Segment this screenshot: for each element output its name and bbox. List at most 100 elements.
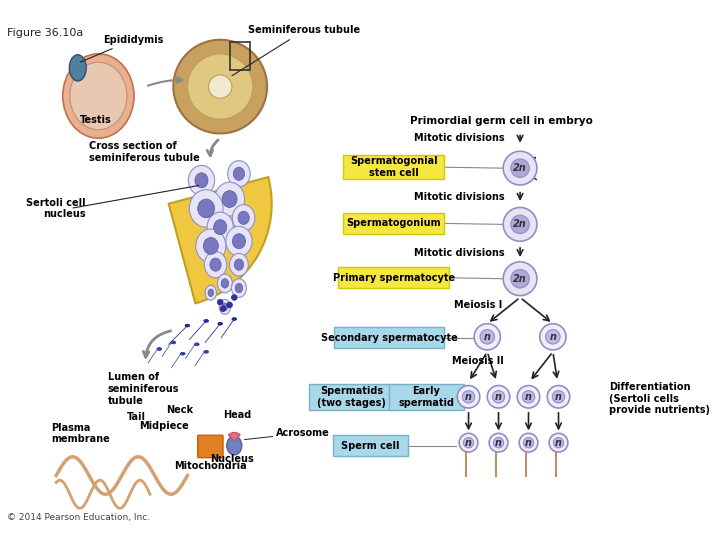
Text: Neck: Neck [166, 405, 194, 415]
Circle shape [209, 75, 232, 98]
Circle shape [492, 390, 505, 403]
Circle shape [503, 207, 537, 241]
Circle shape [174, 40, 267, 133]
Text: Head: Head [223, 410, 251, 420]
Circle shape [503, 151, 537, 185]
Ellipse shape [222, 303, 228, 310]
Ellipse shape [210, 258, 221, 271]
Text: Figure 36.10a: Figure 36.10a [7, 28, 84, 38]
Ellipse shape [189, 190, 223, 227]
Ellipse shape [231, 279, 246, 298]
Text: n: n [465, 392, 472, 402]
Ellipse shape [234, 259, 243, 271]
Ellipse shape [233, 205, 255, 231]
Ellipse shape [69, 55, 86, 81]
Ellipse shape [233, 234, 246, 249]
Text: Meiosis I: Meiosis I [454, 300, 502, 310]
Circle shape [487, 386, 510, 408]
FancyBboxPatch shape [333, 327, 444, 348]
Ellipse shape [203, 238, 218, 254]
Ellipse shape [215, 182, 245, 216]
Circle shape [546, 329, 560, 344]
Ellipse shape [70, 62, 127, 130]
Ellipse shape [233, 167, 245, 180]
Text: n: n [549, 332, 557, 342]
Text: Mitotic divisions: Mitotic divisions [414, 133, 505, 143]
Circle shape [523, 437, 534, 448]
Circle shape [540, 323, 566, 350]
Ellipse shape [218, 322, 222, 325]
Circle shape [549, 433, 568, 452]
Text: n: n [495, 438, 502, 448]
Circle shape [554, 437, 564, 448]
Text: Cross section of
seminiferous tubule: Cross section of seminiferous tubule [89, 141, 199, 163]
Text: Mitotic divisions: Mitotic divisions [414, 192, 505, 202]
Circle shape [519, 433, 538, 452]
Text: Mitochondria: Mitochondria [174, 461, 247, 471]
Text: Acrosome: Acrosome [276, 428, 330, 438]
Text: n: n [484, 332, 491, 342]
Ellipse shape [230, 253, 248, 276]
Ellipse shape [208, 289, 214, 296]
Ellipse shape [227, 436, 242, 455]
Wedge shape [168, 177, 271, 303]
Circle shape [217, 299, 223, 305]
Text: Plasma
membrane: Plasma membrane [52, 422, 110, 444]
Circle shape [510, 215, 529, 234]
Text: Mitotic divisions: Mitotic divisions [414, 248, 505, 259]
Circle shape [510, 159, 529, 178]
Text: n: n [525, 392, 532, 402]
Text: Spermatogonial
stem cell: Spermatogonial stem cell [350, 157, 437, 178]
Ellipse shape [63, 54, 134, 138]
Text: Differentiation
(Sertoli cells
provide nutrients): Differentiation (Sertoli cells provide n… [609, 382, 710, 415]
FancyBboxPatch shape [309, 384, 394, 410]
Circle shape [510, 269, 529, 288]
Ellipse shape [195, 173, 208, 188]
Text: Sperm cell: Sperm cell [341, 441, 400, 450]
Text: 2n: 2n [513, 274, 527, 284]
Text: Seminiferous tubule: Seminiferous tubule [232, 25, 361, 76]
Text: Sertoli cell
nucleus: Sertoli cell nucleus [26, 198, 86, 219]
Circle shape [522, 390, 535, 403]
FancyBboxPatch shape [343, 155, 444, 179]
Circle shape [474, 323, 500, 350]
Circle shape [227, 302, 233, 308]
Ellipse shape [232, 318, 237, 320]
Circle shape [220, 306, 226, 312]
Circle shape [493, 437, 504, 448]
Ellipse shape [222, 191, 237, 207]
Ellipse shape [204, 350, 209, 353]
FancyBboxPatch shape [198, 435, 223, 458]
Circle shape [462, 390, 474, 403]
Text: Meiosis II: Meiosis II [452, 356, 504, 366]
Ellipse shape [220, 299, 230, 314]
Circle shape [457, 386, 480, 408]
FancyBboxPatch shape [389, 384, 464, 410]
Text: Primordial germ cell in embryo: Primordial germ cell in embryo [410, 116, 593, 126]
Circle shape [459, 433, 478, 452]
Circle shape [547, 386, 570, 408]
Ellipse shape [207, 212, 233, 242]
Text: n: n [555, 438, 562, 448]
Ellipse shape [228, 160, 251, 187]
Ellipse shape [181, 352, 185, 355]
Text: Secondary spermatocyte: Secondary spermatocyte [320, 333, 457, 343]
Text: Testis: Testis [80, 114, 112, 125]
Ellipse shape [217, 274, 233, 293]
Ellipse shape [238, 211, 249, 224]
Circle shape [231, 295, 237, 300]
Text: Epididymis: Epididymis [81, 35, 163, 62]
Text: Spermatids
(two stages): Spermatids (two stages) [317, 386, 386, 408]
Text: Midpiece: Midpiece [139, 421, 189, 431]
Bar [494, 443, 503, 450]
Ellipse shape [189, 165, 215, 195]
Ellipse shape [205, 285, 217, 300]
Text: Tail: Tail [127, 413, 145, 422]
Text: 2n: 2n [513, 163, 527, 173]
Text: © 2014 Pearson Education, Inc.: © 2014 Pearson Education, Inc. [7, 513, 150, 522]
Ellipse shape [185, 324, 190, 327]
Bar [230, 42, 251, 70]
Ellipse shape [226, 226, 252, 256]
Text: Spermatogonium: Spermatogonium [346, 219, 441, 228]
FancyBboxPatch shape [333, 435, 408, 456]
